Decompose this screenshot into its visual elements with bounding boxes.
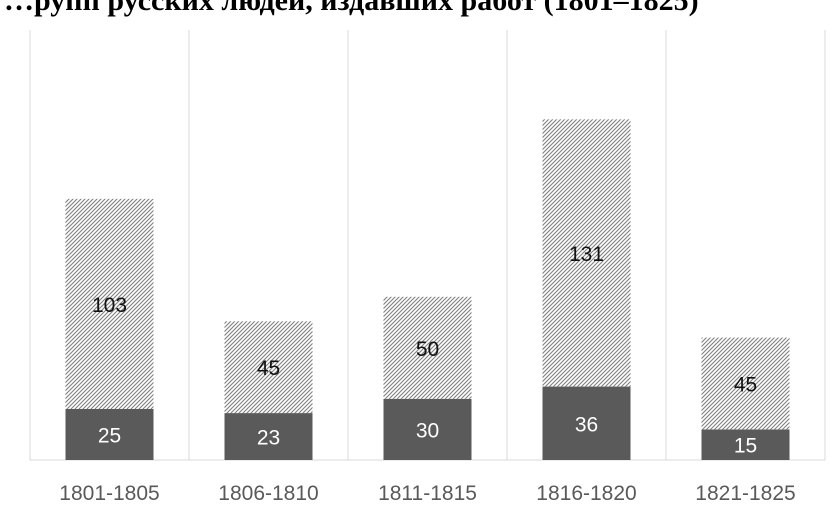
bar-upper-segment bbox=[65, 198, 154, 409]
bar-upper-segment bbox=[542, 119, 631, 387]
bar-lower-segment bbox=[65, 409, 154, 460]
data-label: 36 bbox=[575, 413, 598, 436]
data-label: 30 bbox=[416, 419, 439, 442]
bar-upper-segment bbox=[224, 321, 313, 414]
plot-frame bbox=[29, 30, 826, 461]
data-label: 45 bbox=[734, 374, 757, 397]
x-tick-label: 1811-1815 bbox=[378, 482, 477, 505]
data-label: 50 bbox=[416, 338, 439, 361]
data-label: 15 bbox=[734, 435, 757, 458]
data-label: 103 bbox=[92, 294, 127, 317]
bars-group bbox=[65, 119, 790, 460]
x-tick-label: 1801-1805 bbox=[59, 482, 159, 505]
x-tick-label: 1806-1810 bbox=[218, 482, 318, 505]
bar-lower-segment bbox=[542, 386, 631, 460]
bar-lower-segment bbox=[701, 429, 790, 460]
bar-upper-segment bbox=[701, 337, 790, 430]
bar-lower-segment bbox=[224, 413, 313, 460]
data-label: 131 bbox=[569, 243, 604, 266]
x-tick-label: 1821-1825 bbox=[695, 482, 795, 505]
data-label: 23 bbox=[257, 427, 280, 450]
bar-lower-segment bbox=[383, 398, 472, 460]
data-label: 45 bbox=[257, 357, 280, 380]
x-tick-label: 1816-1820 bbox=[536, 482, 636, 505]
data-label: 25 bbox=[98, 425, 121, 448]
bar-upper-segment bbox=[383, 296, 472, 399]
page-title: …рупп русских людей, издавших работ (180… bbox=[4, 0, 699, 17]
labels-group: 25 103 1801-1805 23 45 1806-1810 30 50 1811-1815… bbox=[59, 243, 795, 505]
